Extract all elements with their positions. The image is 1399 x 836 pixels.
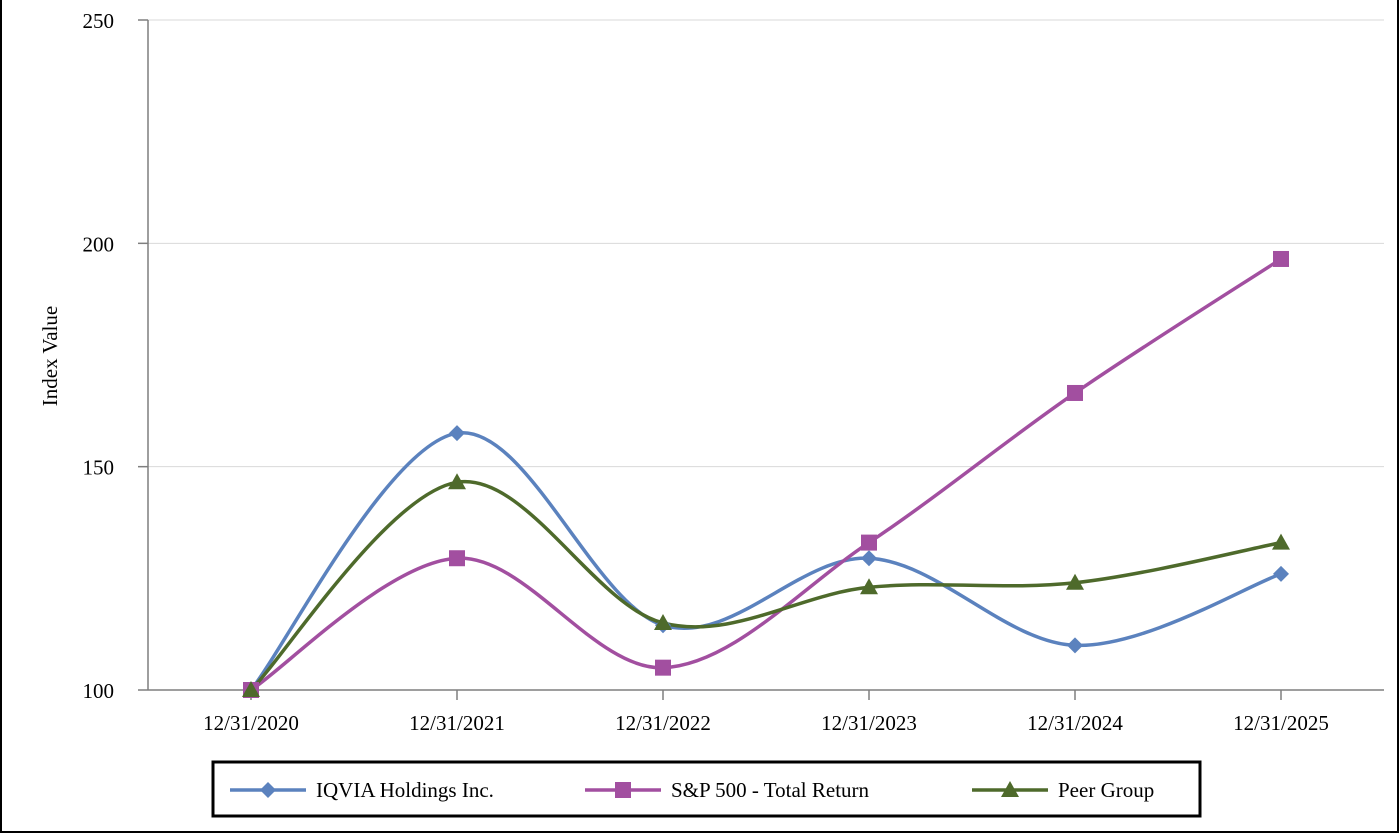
- x-tick-label: 12/31/2025: [1233, 711, 1329, 735]
- legend-label: IQVIA Holdings Inc.: [316, 778, 494, 802]
- data-point-diamond: [1273, 565, 1289, 582]
- series-line-2: [249, 479, 1282, 692]
- data-point-diamond: [1067, 637, 1083, 654]
- legend-marker-triangle: [1001, 781, 1019, 797]
- data-point-diamond: [861, 550, 877, 567]
- grid-lines: [148, 19, 1384, 468]
- x-tick-label: 12/31/2024: [1027, 711, 1123, 735]
- y-tick-label: 150: [83, 456, 115, 480]
- x-tick-label: 12/31/2023: [821, 711, 917, 735]
- data-point-square: [1273, 250, 1289, 267]
- data-point-triangle: [654, 614, 672, 630]
- y-tick-labels: 100 150 200 250: [83, 9, 115, 703]
- x-tick-labels: 12/31/2020 12/31/2021 12/31/2022 12/31/2023…: [203, 711, 1329, 735]
- axes: [138, 19, 1384, 700]
- data-point-triangle: [860, 578, 878, 595]
- data-point-square: [1067, 384, 1083, 401]
- y-tick-label: 100: [83, 679, 115, 703]
- series-line-1: [250, 257, 1282, 692]
- x-tick-label: 12/31/2021: [409, 711, 505, 735]
- legend-marker-diamond: [260, 782, 276, 798]
- x-tick-label: 12/31/2020: [203, 711, 299, 735]
- data-point-square: [449, 550, 465, 567]
- data-point-triangle: [242, 681, 260, 697]
- data-point-triangle: [1066, 573, 1084, 590]
- y-tick-label: 200: [83, 232, 115, 256]
- x-tick-label: 12/31/2022: [615, 711, 711, 735]
- legend-label: Peer Group: [1058, 778, 1154, 802]
- y-tick-label: 250: [83, 9, 115, 33]
- y-axis-title: Index Value: [38, 306, 62, 407]
- data-point-square: [861, 534, 877, 551]
- series-lines: [249, 257, 1282, 692]
- data-point-triangle: [1272, 533, 1290, 550]
- legend: IQVIA Holdings Inc. S&P 500 - Total Retur…: [211, 760, 1202, 818]
- series-line-0: [249, 431, 1282, 692]
- legend-marker-square: [615, 782, 631, 798]
- data-point-diamond: [449, 425, 465, 442]
- data-point-triangle: [448, 473, 466, 490]
- legend-label: S&P 500 - Total Return: [671, 778, 870, 802]
- data-point-square: [655, 659, 671, 676]
- series-markers: [242, 250, 1290, 698]
